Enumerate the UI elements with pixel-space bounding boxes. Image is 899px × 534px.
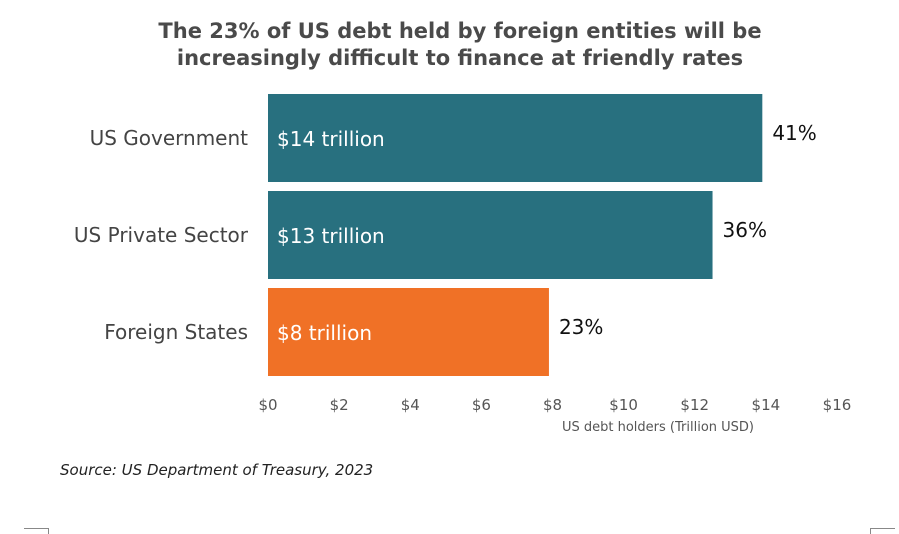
x-tick-label: $6 <box>472 396 491 414</box>
x-tick-label: $2 <box>330 396 349 414</box>
share-label: 36% <box>723 218 767 242</box>
chart-title: The 23% of US debt held by foreign entit… <box>0 18 899 72</box>
bar-value-label: $8 trillion <box>277 321 372 345</box>
bar-1 <box>268 191 713 279</box>
bar-value-label: $14 trillion <box>277 127 385 151</box>
x-tick-label: $0 <box>258 396 277 414</box>
page-corner-mark-left <box>24 528 49 534</box>
x-tick-label: $12 <box>680 396 709 414</box>
category-label: US Private Sector <box>74 223 249 247</box>
source-note: Source: US Department of Treasury, 2023 <box>60 461 374 479</box>
page-corner-mark-right <box>870 528 895 534</box>
x-tick-label: $10 <box>609 396 638 414</box>
x-tick-label: $4 <box>401 396 420 414</box>
chart-title-line-2: increasingly difficult to finance at fri… <box>176 46 744 70</box>
share-label: 23% <box>559 315 603 339</box>
x-tick-label: $14 <box>752 396 781 414</box>
bar-0 <box>268 94 763 182</box>
share-label: 41% <box>772 121 816 145</box>
category-label: Foreign States <box>104 320 248 344</box>
x-tick-label: $16 <box>823 396 852 414</box>
chart-title-line-1: The 23% of US debt held by foreign entit… <box>158 19 762 43</box>
bar-value-label: $13 trillion <box>277 224 385 248</box>
x-tick-label: $8 <box>543 396 562 414</box>
bar-2 <box>268 288 549 376</box>
x-axis-label: US debt holders (Trillion USD) <box>562 420 754 435</box>
category-label: US Government <box>90 126 249 150</box>
